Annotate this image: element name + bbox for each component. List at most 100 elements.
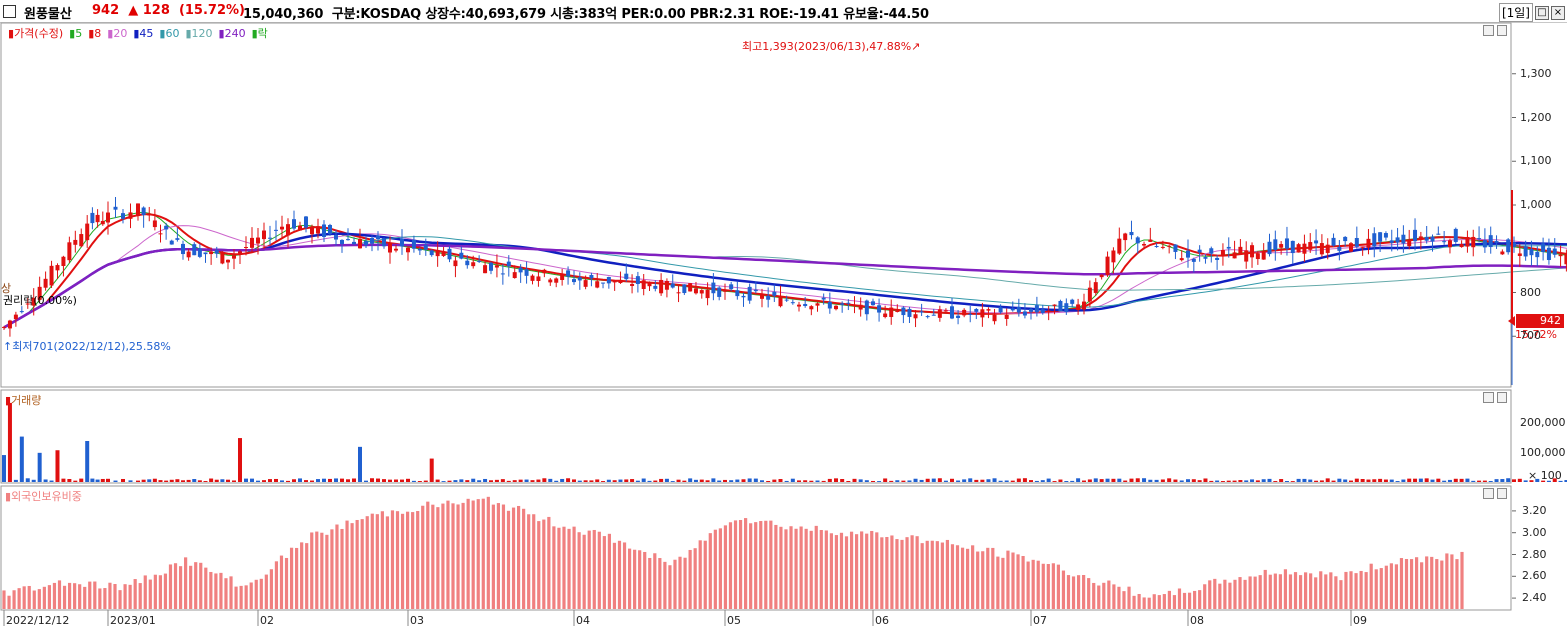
candle-body [566,270,571,277]
candle-body [334,235,338,240]
close-icon[interactable] [1496,392,1507,403]
close-icon[interactable] [1496,488,1507,499]
foreign-ratio-bar [1288,574,1293,609]
foreign-ratio-bar [178,566,183,609]
foreign-ratio-bar [1258,575,1262,609]
volume-bar [601,481,606,482]
volume-bar [1203,478,1208,482]
foreign-ratio-bar [890,535,894,609]
volume-bar [238,438,242,482]
candle-body [1081,301,1086,310]
foreign-ratio-bar [794,528,798,609]
candle-body [382,238,386,247]
volume-bar [429,458,434,482]
candle-body [197,248,202,257]
x-tick-label: 04 [576,614,590,627]
period-selector[interactable]: [1일] [1498,3,1533,22]
foreign-ratio-bar [295,547,299,609]
foreign-ratio-bar [98,588,102,609]
foreign-ratio-bar [955,545,960,609]
foreign-ratio-bar [118,590,122,609]
candle-body [370,237,374,244]
foreign-ratio-bar [774,524,778,609]
expand-icon[interactable]: □ [1535,5,1549,20]
volume-bar [55,450,60,482]
foreign-ratio-bar [1374,569,1378,609]
volume-bar [1179,480,1184,482]
foreign-y-tick: 2.80 [1522,547,1547,561]
foreign-ratio-bar [592,529,596,609]
legend-ma-240: ▮240 [218,27,246,40]
candle-body [1215,257,1220,260]
volume-bar [1226,480,1231,482]
minimize-icon[interactable] [1483,392,1494,403]
foreign-ratio-bar [1041,563,1045,609]
volume-bar [711,478,716,482]
volume-bar [298,478,302,482]
minimize-icon[interactable] [1483,25,1494,36]
volume-bar [992,478,997,482]
volume-bar [1378,478,1383,482]
candle-body [1453,228,1458,242]
volume-bar [1058,479,1063,482]
candle-body [1052,304,1057,306]
foreign-ratio-bar [764,520,768,609]
candle-body [907,308,912,317]
candle-body [1546,247,1551,261]
foreign-ratio-bar [627,548,632,609]
candle-body [1179,258,1184,261]
candle-body [1343,236,1348,242]
volume-bar [937,478,942,482]
candle-body [1366,238,1371,248]
foreign-ratio-bar [713,529,717,609]
foreign-ratio-bar [67,582,72,609]
candle-body [1302,243,1307,254]
candle-body [346,239,350,241]
up-mark: 상 [1,282,12,295]
candle-body [121,213,125,219]
volume-bar [943,480,948,482]
candle-body [790,302,795,304]
ma-60-line [3,236,1567,328]
legend-ma-120: ▮120 [185,27,213,40]
volume-bar [1395,481,1400,482]
volume-bar [1117,478,1122,482]
foreign-ratio-bar [385,516,390,609]
close-icon[interactable]: × [1551,5,1565,20]
select-checkbox[interactable] [3,5,16,18]
volume-bar [1418,478,1423,482]
volume-bar [797,480,801,482]
volume-bar [1331,480,1336,482]
close-icon[interactable] [1496,25,1507,36]
foreign-ratio-bar [698,540,702,609]
candle-body [1160,246,1165,248]
foreign-ratio-bar [37,589,41,609]
candle-body [85,223,90,241]
volume-bar [1436,478,1441,482]
volume-bar [560,478,565,482]
volume-bar [400,479,404,482]
candle-body [784,299,789,301]
volume-bar [784,480,789,482]
volume-bar [1129,478,1134,482]
volume-bar [1314,480,1319,482]
minimize-icon[interactable] [1483,488,1494,499]
candle-body [601,282,606,284]
foreign-ratio-bar [209,571,213,609]
foreign-ratio-bar [431,504,435,609]
candle-body [158,233,163,235]
candle-body [1430,236,1435,242]
volume-bar [19,436,24,482]
candle-body [1349,243,1353,252]
candle-body [244,247,248,249]
candle-body [554,278,559,283]
foreign-ratio-bar [234,586,238,609]
foreign-ratio-bar [88,581,92,609]
candle-body [1494,241,1499,243]
foreign-ratio-bar [875,532,879,609]
volume-bar [664,478,669,482]
foreign-ratio-bar [971,545,975,609]
candle-body [895,310,900,312]
volume-bar [1273,481,1278,482]
